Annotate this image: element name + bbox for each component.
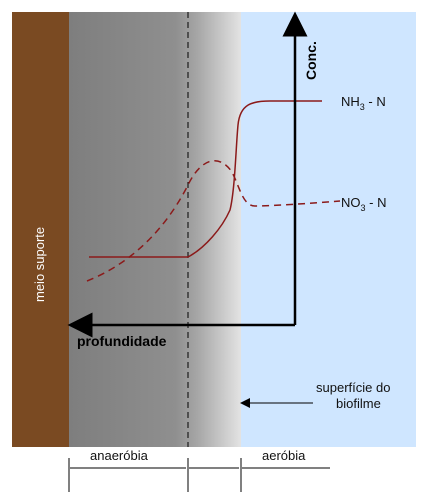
nitrate-curve	[86, 160, 341, 282]
support-medium	[12, 12, 69, 447]
aerobic-label: aeróbia	[262, 448, 306, 463]
support-label: meio suporte	[32, 227, 47, 302]
ammonia-label: NH3 - N	[341, 94, 386, 112]
bulk-liquid	[241, 12, 416, 447]
surface-label-line2: biofilme	[336, 396, 381, 411]
depth-axis-label: profundidade	[77, 333, 167, 349]
biofilm-layer	[69, 12, 241, 447]
surface-label: superfície do	[316, 380, 390, 395]
nitrate-label: NO3 - N	[341, 195, 386, 213]
ammonia-curve	[89, 100, 322, 258]
concentration-axis-label: Conc.	[303, 41, 319, 80]
zone-bracket	[68, 458, 330, 492]
anaerobic-label: anaeróbia	[90, 448, 149, 463]
